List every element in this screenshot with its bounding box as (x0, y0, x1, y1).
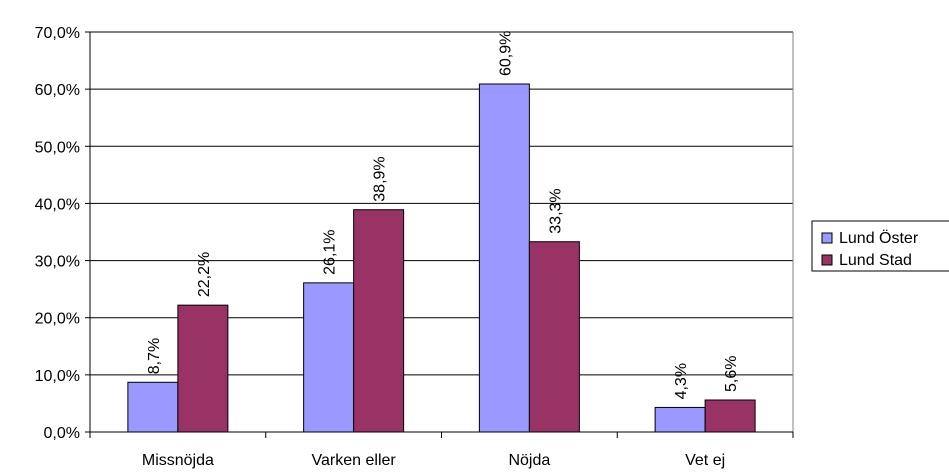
data-label: 4,3% (673, 363, 690, 399)
bar (303, 282, 355, 433)
y-tick-label: 0,0% (44, 425, 80, 442)
x-tick-label: Missnöjda (142, 452, 214, 469)
data-label: 5,6% (723, 356, 740, 392)
data-label: 22,2% (196, 252, 213, 297)
y-tick-label: 30,0% (35, 254, 80, 271)
y-tick-label: 70,0% (35, 25, 80, 42)
data-label: 38,9% (372, 156, 389, 201)
x-tick-label: Nöjda (508, 452, 550, 469)
y-axis-ticks: 0,0% 10,0% 20,0% 30,0% 40,0% 50,0% 60,0% 70,0% (35, 25, 90, 442)
data-label: 8,7% (146, 338, 163, 374)
y-tick-label: 20,0% (35, 311, 80, 328)
bar (353, 209, 405, 433)
data-label: 26,1% (322, 229, 339, 274)
y-tick-label: 10,0% (35, 368, 80, 385)
legend-box (811, 220, 949, 272)
x-tick-label: Vet ej (685, 452, 725, 469)
x-axis-ticks: Missnöjda Varken eller Nöjda Vet ej (89, 432, 794, 469)
data-label: 33,3% (547, 188, 564, 233)
y-tick-label: 50,0% (35, 139, 80, 156)
bar (177, 304, 229, 433)
bar (127, 381, 179, 433)
bar (704, 399, 756, 433)
legend-label: Lund Öster (839, 229, 919, 247)
bar (654, 406, 706, 433)
legend-swatch (821, 254, 833, 266)
legend: Lund Öster Lund Stad (811, 220, 949, 272)
bar (478, 83, 530, 433)
x-tick-label: Varken eller (312, 452, 397, 469)
y-tick-label: 60,0% (35, 82, 80, 99)
legend-swatch (821, 232, 833, 244)
legend-label: Lund Stad (839, 252, 912, 269)
bars-layer (127, 83, 756, 433)
bar (528, 241, 580, 433)
legend-entries: Lund Öster Lund Stad (821, 229, 919, 269)
data-labels: 8,7% 22,2% 26,1% 38,9% 60,9% 33,3% 4,3% 5,6% (146, 31, 740, 400)
data-label: 60,9% (497, 31, 514, 76)
y-tick-label: 40,0% (35, 196, 80, 213)
